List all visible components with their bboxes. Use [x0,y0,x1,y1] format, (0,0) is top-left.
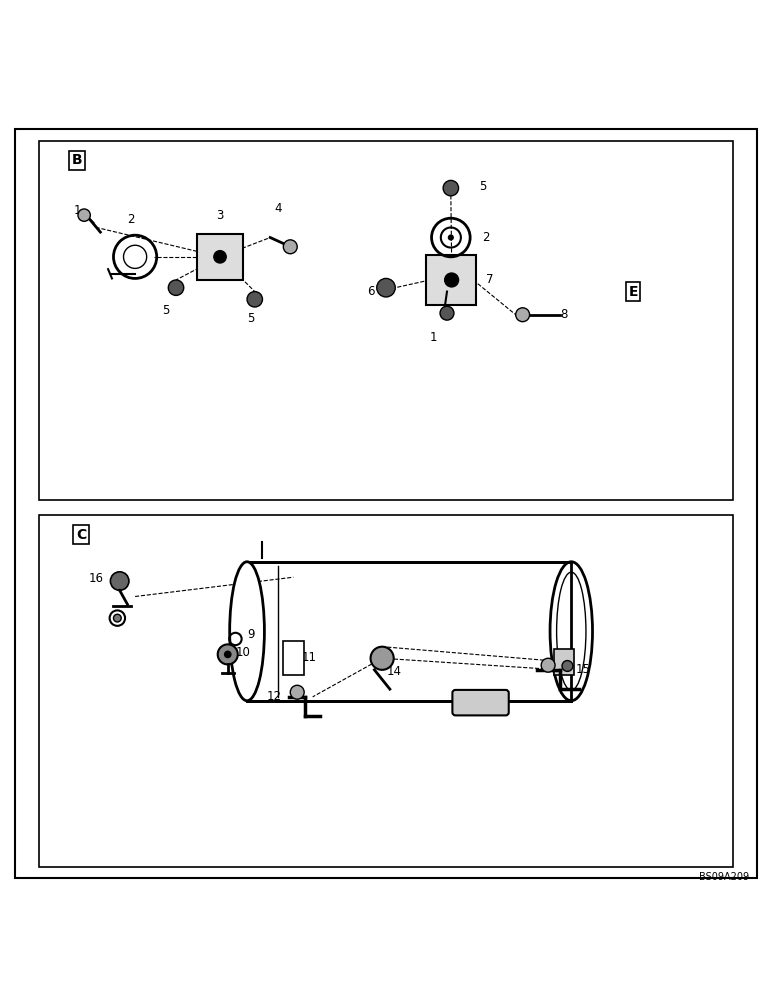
Circle shape [290,685,304,699]
Text: 14: 14 [386,665,401,678]
Circle shape [283,240,297,254]
Text: 8: 8 [560,308,567,321]
Text: 2: 2 [127,213,135,226]
Text: 13: 13 [485,700,500,713]
Circle shape [168,280,184,295]
Text: 1: 1 [73,204,81,217]
FancyBboxPatch shape [247,562,571,701]
FancyBboxPatch shape [426,255,476,305]
Text: 5: 5 [247,312,255,325]
Circle shape [448,234,454,241]
Ellipse shape [229,562,264,701]
Text: 6: 6 [367,285,374,298]
Circle shape [214,251,226,263]
Text: 11: 11 [301,651,317,664]
Circle shape [516,308,530,322]
Text: 2: 2 [482,231,490,244]
Text: 7: 7 [486,273,494,286]
Text: BS09A209: BS09A209 [699,872,749,882]
Text: 4: 4 [274,202,282,215]
Circle shape [110,572,129,590]
FancyBboxPatch shape [283,641,304,675]
Circle shape [218,644,238,664]
Text: 5: 5 [162,304,170,317]
FancyBboxPatch shape [197,234,243,280]
Circle shape [78,209,90,221]
Circle shape [113,614,121,622]
Text: 15: 15 [575,663,591,676]
FancyBboxPatch shape [452,690,509,715]
Circle shape [443,180,459,196]
Text: B: B [72,153,83,167]
Text: 16: 16 [89,572,104,585]
Text: 12: 12 [266,690,282,703]
Text: 1: 1 [430,331,438,344]
Circle shape [377,278,395,297]
Text: C: C [76,528,86,542]
FancyBboxPatch shape [39,515,733,867]
Text: 10: 10 [235,646,251,659]
FancyBboxPatch shape [554,649,574,675]
Circle shape [541,658,555,672]
Circle shape [445,273,459,287]
Text: 9: 9 [247,628,255,641]
Circle shape [224,651,232,658]
Circle shape [247,292,262,307]
Text: E: E [628,285,638,299]
FancyBboxPatch shape [15,129,757,878]
Circle shape [562,661,573,671]
Text: 5: 5 [479,180,486,193]
Circle shape [440,306,454,320]
FancyBboxPatch shape [39,141,733,500]
Text: 3: 3 [216,209,224,222]
Circle shape [371,647,394,670]
